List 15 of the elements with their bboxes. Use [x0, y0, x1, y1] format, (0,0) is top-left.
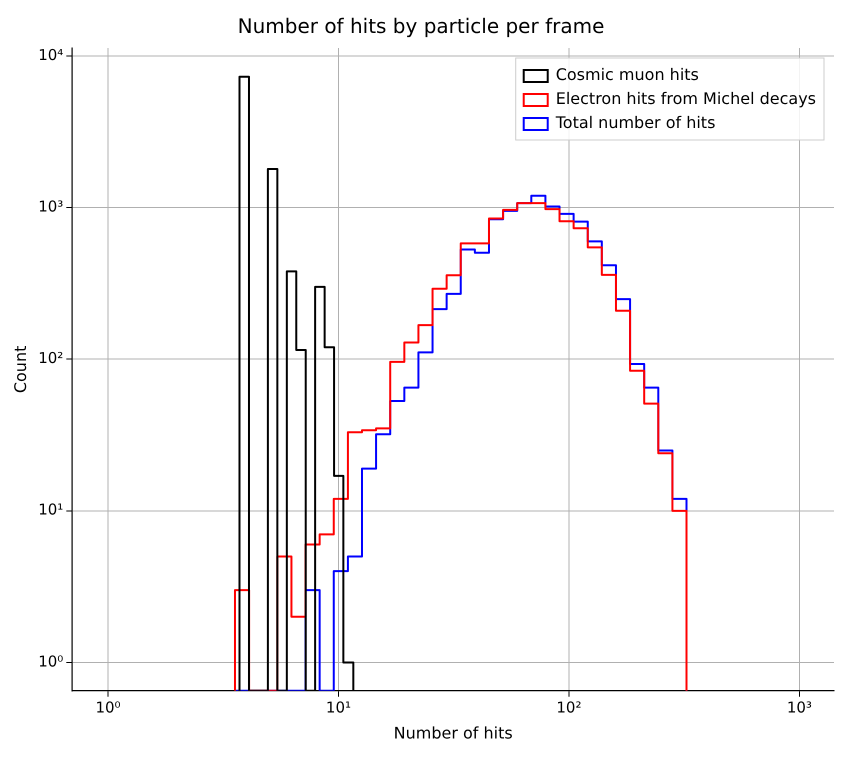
- x-axis-title: Number of hits: [394, 724, 513, 743]
- legend-label: Total number of hits: [554, 113, 716, 132]
- y-tick-label: 10²: [38, 349, 64, 368]
- legend-label: Electron hits from Michel decays: [556, 89, 816, 108]
- x-tick-label: 10⁰: [95, 698, 121, 717]
- y-tick-label: 10³: [38, 198, 64, 216]
- y-tick-label: 10⁰: [38, 652, 64, 670]
- y-tick-label: 10¹: [38, 500, 64, 519]
- x-tick-label: 10³: [786, 698, 812, 717]
- chart-title: Number of hits by particle per frame: [238, 14, 604, 38]
- y-tick-label: 10⁴: [38, 46, 64, 64]
- x-tick-label: 10¹: [326, 698, 352, 717]
- legend-label: Cosmic muon hits: [556, 65, 699, 84]
- x-tick-label: 10²: [556, 698, 582, 717]
- y-axis-title: Count: [10, 346, 30, 394]
